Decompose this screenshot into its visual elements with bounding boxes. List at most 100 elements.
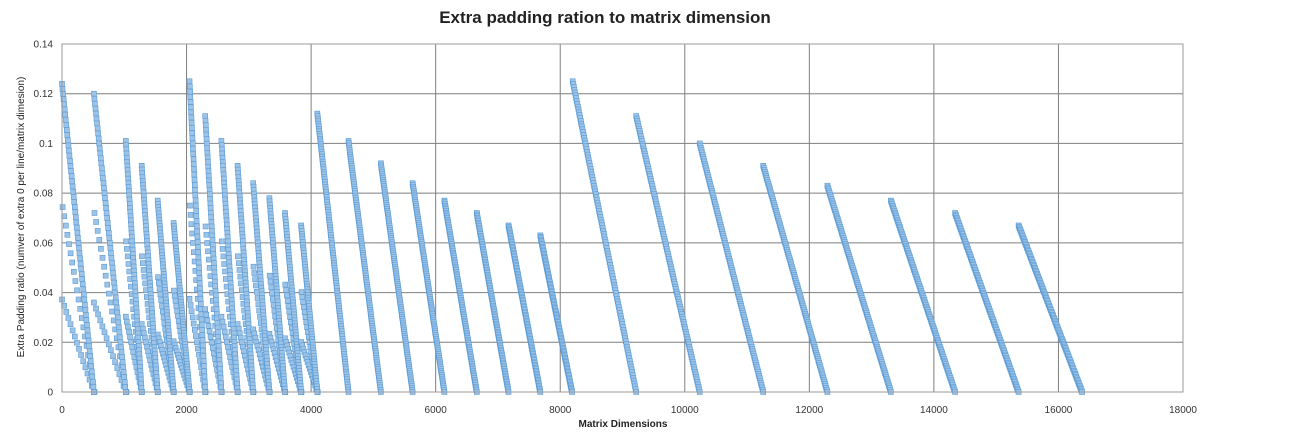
data-point (195, 249, 201, 255)
data-point (207, 196, 213, 202)
data-point (90, 384, 97, 390)
y-tick-label: 0.06 (34, 238, 54, 249)
data-point (189, 314, 196, 321)
data-point (201, 373, 208, 380)
data-point (115, 319, 122, 326)
plot-area-border (61, 43, 1184, 393)
data-point (203, 311, 210, 318)
data-point (253, 282, 259, 289)
data-point (206, 177, 212, 184)
data-point (62, 222, 69, 229)
data-point (92, 105, 99, 112)
data-point (204, 317, 211, 324)
data-point (116, 324, 122, 331)
data-point (123, 313, 129, 320)
data-point (91, 90, 97, 97)
data-point (94, 120, 100, 127)
y-tick-label: 0.08 (34, 189, 54, 200)
data-point (70, 194, 77, 200)
data-point (205, 168, 212, 175)
x-tick-label: 8000 (549, 405, 572, 416)
data-point (108, 347, 114, 354)
data-point (194, 233, 201, 240)
data-point (129, 343, 135, 350)
data-point (126, 328, 132, 335)
data-point (63, 309, 70, 315)
data-point (221, 328, 228, 335)
data-point (191, 176, 198, 183)
data-point (61, 106, 68, 113)
data-point (267, 278, 274, 285)
data-point (67, 163, 74, 169)
data-point (101, 263, 107, 270)
data-point (206, 328, 213, 335)
data-point (127, 333, 133, 340)
data-point (74, 339, 80, 346)
data-point (204, 145, 210, 152)
data-point (70, 188, 76, 195)
data-point (113, 304, 120, 311)
data-point (126, 268, 133, 275)
data-point (210, 255, 217, 262)
data-point (193, 213, 200, 219)
data-point (211, 274, 218, 280)
data-point (98, 155, 104, 162)
data-point (124, 253, 131, 260)
data-point (284, 292, 290, 299)
data-point (64, 132, 71, 138)
data-point (121, 379, 128, 385)
data-point (91, 210, 98, 216)
data-point (74, 224, 80, 231)
data-point (68, 168, 74, 174)
data-point (237, 273, 244, 280)
data-point (220, 323, 227, 330)
data-point (234, 321, 241, 327)
data-point (95, 130, 101, 137)
data-point (205, 163, 211, 170)
data-point (213, 306, 220, 313)
data-point (188, 221, 195, 227)
data-point (194, 239, 201, 245)
y-tick-label: 0.1 (39, 139, 53, 150)
data-point (103, 335, 110, 342)
data-point (205, 322, 212, 329)
data-point (188, 104, 194, 110)
data-point (202, 113, 208, 119)
x-tick-label: 10000 (671, 405, 699, 416)
data-point (172, 297, 179, 304)
data-point (198, 301, 204, 307)
data-point (101, 190, 108, 196)
x-tick-label: 14000 (920, 405, 948, 416)
tick-layer: 0 0.02 0.04 0.06 0.08 0.1 0.12 0.14 0 2000 4000 600… (34, 40, 1198, 417)
data-point (78, 265, 84, 272)
data-point (84, 322, 90, 329)
data-point (94, 125, 101, 132)
data-point (114, 365, 121, 371)
data-point (212, 287, 219, 294)
data-point (64, 127, 70, 133)
data-point (63, 122, 70, 128)
data-point (194, 339, 200, 346)
data-point (114, 309, 121, 316)
data-point (156, 285, 163, 292)
data-point (71, 199, 77, 205)
data-point (282, 281, 289, 288)
data-point (188, 308, 195, 315)
data-point (84, 327, 91, 334)
data-point (74, 229, 81, 236)
data-point (196, 270, 202, 276)
data-point (109, 308, 115, 315)
data-point (107, 299, 114, 306)
data-point (187, 212, 194, 218)
data-point (140, 267, 147, 273)
data-point (96, 140, 102, 147)
data-point (207, 333, 214, 340)
data-point (96, 237, 103, 243)
data-point (73, 219, 80, 226)
data-point (225, 343, 231, 350)
data-point (203, 122, 209, 129)
data-point (128, 338, 134, 345)
data-point (62, 111, 69, 118)
data-point (217, 375, 224, 382)
